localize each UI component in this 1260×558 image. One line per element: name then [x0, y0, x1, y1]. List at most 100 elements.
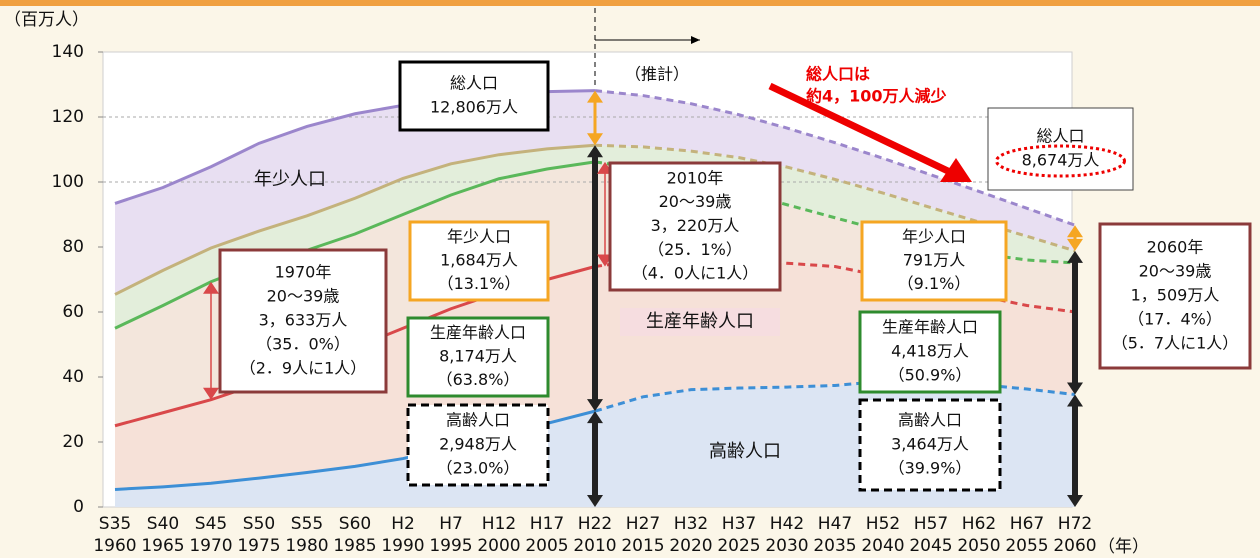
callout-text: 高齢人口: [446, 411, 510, 430]
x-tick-year: 2045: [909, 536, 952, 556]
x-tick-label: S45: [195, 514, 227, 534]
y-tick-label: 80: [62, 237, 84, 257]
callout-text: 高齢人口: [898, 411, 962, 430]
x-unit: （年）: [1098, 537, 1149, 557]
callout-text: 2060年: [1147, 238, 1204, 257]
area: [115, 161, 1075, 426]
callout-text: 8,174万人: [439, 347, 517, 366]
callout-text: 2010年: [667, 168, 724, 187]
callout-text: （35．0%）: [256, 335, 350, 354]
series-line: [594, 89, 1076, 227]
y-tick-label: 20: [62, 432, 84, 452]
y-tick-label: 140: [52, 42, 84, 62]
callout-text: （63.8%）: [437, 370, 520, 389]
callout-text: （50.9%）: [889, 366, 972, 385]
callout-text: 1970年: [275, 263, 332, 282]
x-tick-year: 1960: [93, 536, 136, 556]
callout-box: [408, 220, 550, 302]
callout-text: （39.9%）: [889, 459, 972, 478]
y-tick-label: 40: [62, 367, 84, 387]
x-tick-label: H12: [482, 514, 516, 534]
y-tick-label: 60: [62, 302, 84, 322]
callout-box: [406, 403, 550, 487]
callout-text: 4,418万人: [891, 342, 969, 361]
callout-text: 12,806万人: [430, 98, 518, 117]
callout-text: （4．0人に1人）: [632, 264, 759, 283]
range-arrow-head: [1067, 225, 1083, 251]
callout-text: 2,948万人: [439, 435, 517, 454]
y-unit: （百万人）: [4, 10, 89, 30]
callout-text: 総人口: [1036, 127, 1084, 146]
callout-text: （9.1%）: [898, 274, 971, 293]
callout-text: 20～39歳: [267, 287, 340, 306]
series-line: [594, 379, 1076, 413]
callout-text: 1，509万人: [1131, 286, 1220, 305]
x-tick-year: 2005: [525, 536, 568, 556]
callout-box: [1098, 222, 1252, 370]
callout-text: （5．7人に1人）: [1112, 334, 1239, 353]
area-label: 年少人口: [254, 169, 326, 190]
x-tick-year: 1980: [285, 536, 328, 556]
y-tick-label: 0: [73, 497, 84, 517]
x-tick-year: 1965: [141, 536, 184, 556]
x-tick-label: H67: [1010, 514, 1044, 534]
callout-text: 生産年齢人口: [430, 323, 526, 342]
x-tick-label: S50: [243, 514, 275, 534]
x-tick-year: 1990: [381, 536, 424, 556]
note: 総人口は: [806, 65, 870, 84]
x-tick-year: 2000: [477, 536, 520, 556]
x-tick-label: H72: [1058, 514, 1092, 534]
callout-box: [858, 398, 1002, 492]
x-tick-label: H7: [439, 514, 463, 534]
callout-text: 3，220万人: [651, 216, 740, 235]
x-tick-year: 2025: [717, 536, 760, 556]
x-tick-label: H27: [626, 514, 660, 534]
x-tick-label: H47: [818, 514, 852, 534]
range-arrow-head: [203, 281, 219, 400]
callout-text: 8,674万人: [1022, 151, 1100, 170]
trend-arrow-head: [940, 158, 972, 182]
callout-text: 3,464万人: [891, 435, 969, 454]
trend-arrow: [768, 82, 952, 176]
callout-text: （25．1%）: [648, 240, 742, 259]
x-tick-label: S55: [291, 514, 323, 534]
area-label: 高齢人口: [709, 441, 781, 462]
y-tick-label: 100: [52, 172, 84, 192]
callout-box: [858, 310, 1002, 394]
range-arrow-head: [1067, 394, 1083, 507]
callout-text: （17．4%）: [1128, 310, 1222, 329]
callout-text: 20～39歳: [1139, 262, 1212, 281]
callout-box: [608, 161, 782, 292]
x-tick-label: H42: [770, 514, 804, 534]
x-tick-label: H57: [914, 514, 948, 534]
x-tick-label: S60: [339, 514, 371, 534]
series-line: [114, 160, 596, 330]
x-tick-year: 2060: [1053, 536, 1096, 556]
x-tick-label: H2: [391, 514, 415, 534]
area-label: 生産年齢人口: [646, 311, 754, 332]
callout-box: [218, 248, 388, 394]
x-tick-label: S35: [99, 514, 131, 534]
area: [115, 145, 1075, 329]
x-tick-year: 2055: [1005, 536, 1048, 556]
callout-box: [406, 316, 550, 398]
callout-box: [398, 60, 550, 132]
x-tick-year: 2020: [669, 536, 712, 556]
x-tick-label: H52: [866, 514, 900, 534]
callout-text: 20～39歳: [659, 192, 732, 211]
series-line: [594, 255, 1076, 314]
y-tick-label: 120: [52, 107, 84, 127]
projection-arrow-head: [691, 36, 700, 44]
x-tick-year: 2030: [765, 536, 808, 556]
callout-text: （13.1%）: [438, 274, 521, 293]
x-tick-label: H37: [722, 514, 756, 534]
x-tick-year: 2010: [573, 536, 616, 556]
callout-text: 3，633万人: [259, 311, 348, 330]
x-tick-year: 2050: [957, 536, 1000, 556]
callout-text: 総人口: [450, 74, 498, 93]
note: 約4，100万人減少: [806, 87, 947, 106]
callout-box: [860, 220, 1008, 302]
x-tick-year: 1975: [237, 536, 280, 556]
top-bar: [0, 0, 1260, 6]
